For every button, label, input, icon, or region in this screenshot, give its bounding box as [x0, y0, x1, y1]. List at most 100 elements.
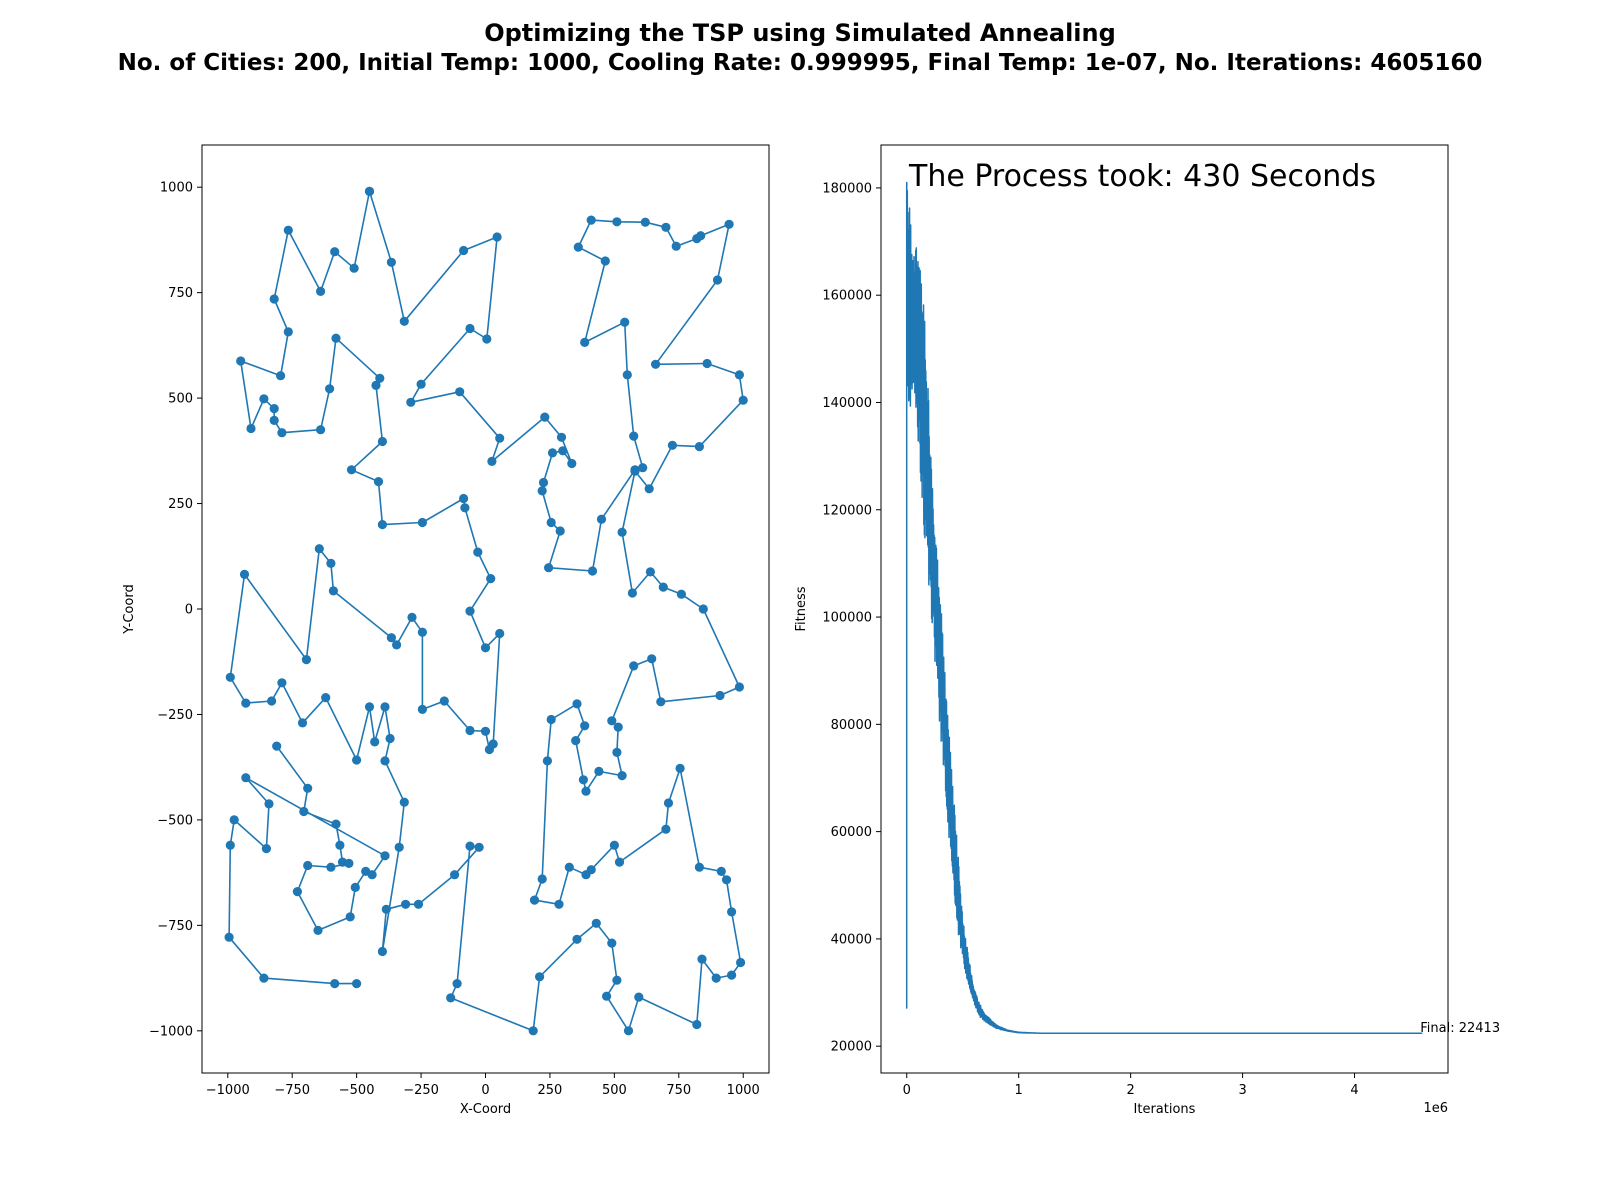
city-marker [544, 563, 554, 573]
city-marker [716, 866, 726, 877]
route-xtick-label: 0 [481, 1083, 489, 1098]
figure-title: Optimizing the TSP using Simulated Annea… [0, 18, 1600, 78]
route-ytick-label: 0 [185, 603, 193, 618]
city-marker [313, 925, 323, 936]
city-marker [316, 425, 326, 435]
final-fitness-annotation: Final: 22413 [1420, 1021, 1500, 1036]
city-marker [487, 456, 497, 466]
city-marker [267, 696, 277, 706]
city-marker [301, 655, 311, 665]
city-marker [645, 567, 656, 577]
fitness-ytick-label: 160000 [822, 289, 872, 304]
city-marker [617, 771, 627, 781]
city-marker [640, 217, 650, 227]
city-marker [407, 612, 417, 623]
city-marker [671, 241, 681, 251]
fitness-ytick-label: 60000 [831, 825, 872, 840]
city-marker [385, 733, 395, 744]
city-marker [367, 870, 377, 880]
city-marker [607, 938, 617, 948]
city-marker [349, 263, 359, 273]
city-marker [450, 870, 460, 880]
city-marker [417, 704, 427, 715]
fitness-xtick-label: 2 [1126, 1083, 1134, 1098]
city-marker [465, 606, 475, 616]
city-marker [465, 841, 475, 851]
city-marker [661, 222, 671, 232]
city-marker [224, 932, 234, 942]
city-marker [350, 882, 360, 893]
city-marker [573, 242, 583, 252]
city-marker [455, 387, 465, 397]
tsp-route-plot: −1000 −750 −500 −250 0 250 500 750 1000 −1000 −750… [122, 144, 770, 1117]
route-xtick-label: 500 [602, 1083, 627, 1098]
city-marker [269, 415, 279, 425]
city-marker [546, 714, 556, 725]
city-marker [711, 973, 721, 983]
city-marker [292, 887, 302, 897]
city-marker [623, 1026, 634, 1036]
city-marker [558, 446, 568, 456]
city-marker [416, 379, 426, 389]
city-marker [644, 484, 654, 494]
city-marker [259, 394, 269, 404]
fitness-ytick-label: 20000 [831, 1040, 872, 1055]
city-marker [715, 690, 725, 701]
city-marker [335, 840, 345, 850]
city-marker [546, 517, 556, 528]
city-marker [269, 404, 279, 414]
city-marker [600, 256, 610, 266]
city-marker [459, 245, 469, 256]
city-marker [277, 428, 287, 438]
route-xtick-label: −750 [274, 1083, 310, 1098]
city-marker [386, 633, 396, 643]
city-marker [567, 458, 577, 469]
route-xtick-label: −1000 [206, 1083, 250, 1098]
city-marker [696, 231, 706, 241]
city-marker [370, 737, 380, 747]
city-marker [535, 972, 545, 982]
city-marker [269, 294, 279, 304]
city-marker [272, 741, 282, 751]
city-marker [459, 493, 469, 504]
city-marker [712, 275, 723, 285]
fitness-xtick-label: 0 [903, 1083, 911, 1098]
city-marker [556, 432, 567, 442]
city-marker [417, 627, 427, 637]
city-marker [297, 718, 308, 728]
city-marker [656, 697, 666, 707]
city-marker [617, 527, 627, 537]
tour-path [229, 191, 744, 1032]
city-marker [727, 970, 737, 980]
city-marker [540, 412, 550, 422]
city-marker [528, 1026, 538, 1036]
city-marker [612, 975, 622, 985]
city-marker [542, 756, 553, 766]
city-marker [663, 798, 674, 808]
city-marker [581, 786, 591, 796]
route-ytick-label: −250 [157, 708, 193, 723]
city-marker [578, 775, 589, 785]
city-marker [321, 693, 331, 703]
city-marker [692, 1019, 702, 1030]
city-marker [627, 588, 638, 598]
city-marker [736, 957, 746, 968]
city-marker [609, 840, 620, 850]
fitness-ytick-label: 40000 [831, 932, 872, 947]
city-marker [452, 979, 462, 989]
route-axes-frame [201, 144, 770, 1074]
city-marker [537, 874, 547, 884]
city-marker [446, 993, 456, 1003]
city-marker [465, 323, 475, 334]
route-ylabel: Y-Coord [122, 584, 137, 634]
city-marker [480, 726, 491, 736]
city-marker [734, 682, 745, 692]
city-marker [629, 661, 639, 671]
city-marker [439, 696, 449, 706]
city-marker [380, 851, 390, 861]
city-marker [554, 899, 564, 909]
city-marker [381, 904, 391, 914]
route-xlabel: X-Coord [460, 1102, 511, 1117]
city-marker [331, 819, 341, 829]
city-marker [580, 721, 590, 731]
